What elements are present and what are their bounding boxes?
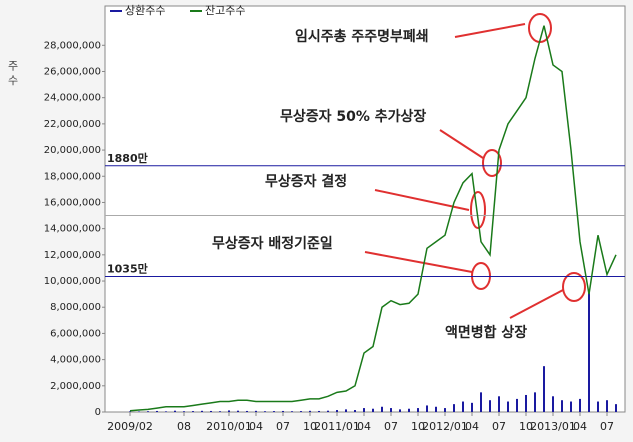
y-tick-label: 2,000,000 [50,381,101,392]
annotation: 무상증자 배정기준일 [212,235,333,252]
y-tick-label: 20,000,000 [44,145,101,156]
x-tick-label: 07 [384,420,398,433]
y-tick-label: 6,000,000 [50,328,101,339]
annotation: 임시주총 주주명부폐쇄 [295,28,429,45]
annotation: 액면병합 상장 [445,324,527,341]
y-tick-label: 10,000,000 [44,276,101,287]
annotation: 무상증자 결정 [265,173,347,190]
x-tick-label: 2011/01 [314,420,360,433]
x-tick-label: 04 [249,420,263,433]
y-tick-label: 22,000,000 [44,119,101,130]
y-tick-label: 0 [95,407,101,418]
y-tick-label: 28,000,000 [44,40,101,51]
reference-label: 1035만 [107,261,148,275]
x-tick-label: 07 [276,420,290,433]
x-tick-label: 10 [411,420,425,433]
x-tick-label: 04 [357,420,371,433]
x-tick-label: 2009/02 [107,420,153,433]
y-tick-label: 26,000,000 [44,66,101,77]
y-tick-label: 24,000,000 [44,93,101,104]
annotation: 무상증자 50% 추가상장 [280,108,426,125]
x-tick-label: 2010/01 [206,420,252,433]
y-tick-label: 14,000,000 [44,224,101,235]
x-tick-label: 04 [573,420,587,433]
x-tick-label: 2013/01 [530,420,576,433]
y-tick-label: 4,000,000 [50,355,101,366]
y-tick-label: 18,000,000 [44,171,101,182]
plot-area [104,5,626,413]
x-tick-label: 10 [519,420,533,433]
y-tick-label: 8,000,000 [50,302,101,313]
legend-label: 상환주수 [125,4,165,17]
reference-label: 1880만 [107,151,148,165]
y-tick-label: 16,000,000 [44,197,101,208]
series-line [129,25,617,412]
legend-label: 잔고주수 [205,4,245,17]
x-tick-label: 07 [492,420,506,433]
x-tick-label: 10 [303,420,317,433]
x-tick-label: 2012/01 [422,420,468,433]
x-tick-label: 07 [600,420,614,433]
y-axis-label: 주 수 [6,60,19,86]
x-tick-label: 08 [177,420,191,433]
x-tick-label: 04 [465,420,479,433]
y-tick-label: 12,000,000 [44,250,101,261]
